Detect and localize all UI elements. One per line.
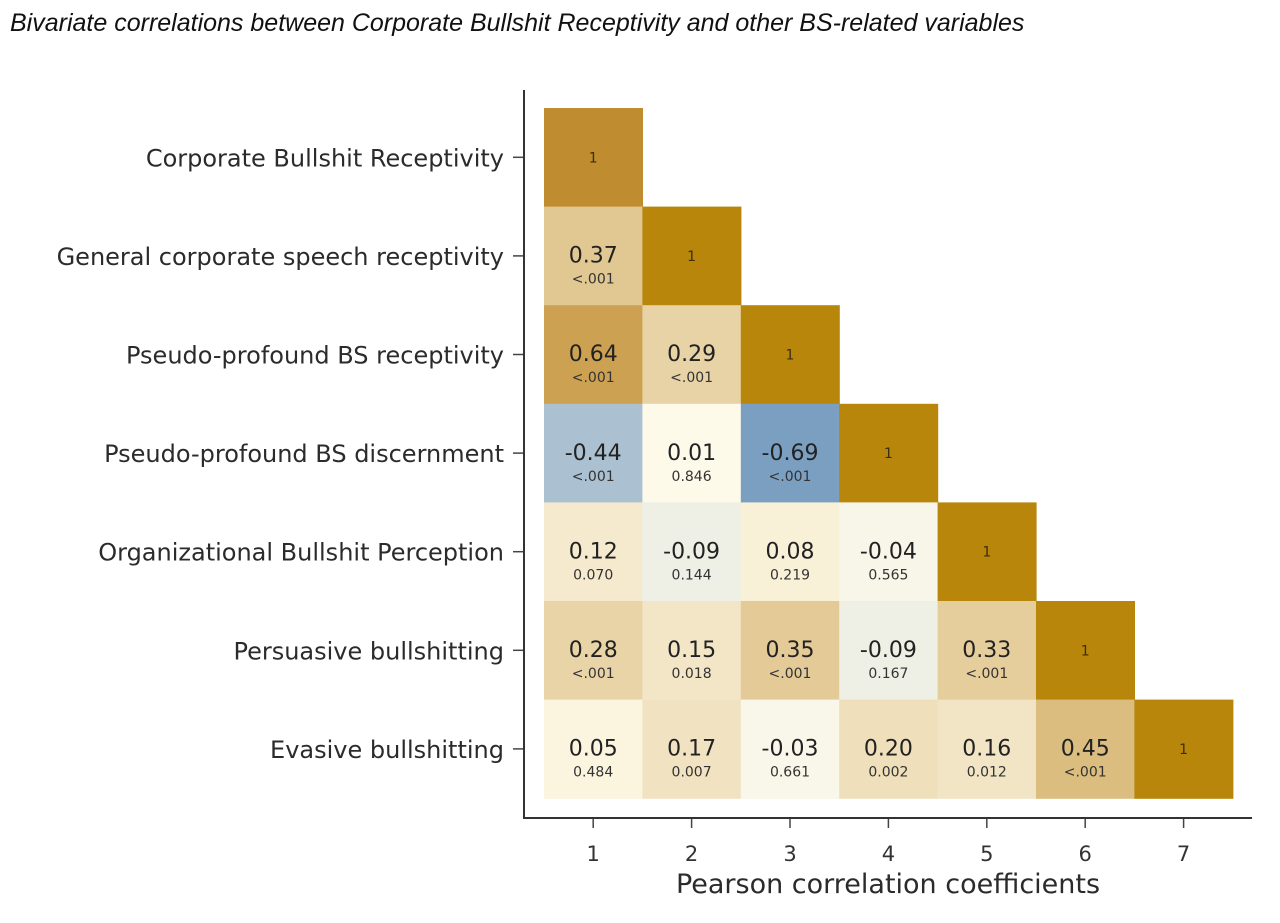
cell-pvalue-label: 0.565 — [868, 567, 908, 583]
heatmap-cell-r7-c1 — [544, 699, 643, 799]
x-axis-label: Pearson correlation coefficients — [676, 869, 1100, 900]
cell-value-label: 0.35 — [766, 638, 815, 663]
cell-pvalue-label: <.001 — [572, 666, 615, 682]
y-tick-label: Pseudo-profound BS discernment — [104, 440, 504, 468]
y-tick-label: General corporate speech receptivity — [57, 243, 504, 271]
heatmap-cell-r2-c2 — [642, 206, 742, 306]
cell-pvalue-label: 0.167 — [868, 666, 908, 682]
x-tick-label: 5 — [980, 842, 993, 866]
cell-value-label: 0.45 — [1061, 737, 1110, 762]
heatmap-cell-r7-c3 — [740, 699, 840, 799]
x-tick-label: 4 — [882, 842, 895, 866]
heatmap-cell-r5-c4 — [839, 502, 939, 602]
cell-value-label: 1 — [1081, 643, 1090, 659]
heatmap-cell-r3-c3 — [740, 305, 840, 405]
heatmap-cell-r4-c3 — [740, 403, 840, 503]
cell-pvalue-label: 0.070 — [573, 567, 613, 583]
heatmap-cell-r6-c4 — [839, 601, 939, 701]
heatmap-cell-r6-c3 — [740, 601, 840, 701]
cell-value-label: 0.64 — [569, 342, 618, 367]
heatmap-cell-r1-c1 — [544, 108, 643, 208]
heatmap-cell-r7-c2 — [642, 699, 742, 799]
cell-pvalue-label: 0.144 — [672, 567, 712, 583]
cell-pvalue-label: <.001 — [670, 370, 713, 386]
heatmap-cell-r5-c3 — [740, 502, 840, 602]
cell-value-label: 0.05 — [569, 737, 618, 762]
cell-value-label: -0.69 — [762, 441, 819, 466]
heatmap-cell-r4-c2 — [642, 403, 742, 503]
cell-value-label: -0.09 — [663, 539, 720, 564]
heatmap-cell-r4-c4 — [839, 403, 939, 503]
cell-value-label: 0.20 — [864, 737, 913, 762]
x-tick-label: 7 — [1177, 842, 1190, 866]
cell-value-label: -0.04 — [860, 539, 917, 564]
cell-pvalue-label: <.001 — [1064, 765, 1107, 781]
x-tick-label: 2 — [685, 842, 698, 866]
heatmap-cell-r6-c2 — [642, 601, 742, 701]
cell-value-label: -0.09 — [860, 638, 917, 663]
cell-value-label: 1 — [884, 446, 893, 462]
cell-pvalue-label: <.001 — [572, 370, 615, 386]
cell-pvalue-label: 0.018 — [672, 666, 712, 682]
heatmap-cell-r5-c5 — [937, 502, 1037, 602]
x-tick-label: 3 — [783, 842, 796, 866]
cell-value-label: 0.12 — [569, 539, 618, 564]
heatmap-cell-r5-c1 — [544, 502, 643, 602]
cell-pvalue-label: 0.002 — [868, 765, 908, 781]
y-tick-label: Corporate Bullshit Receptivity — [146, 144, 504, 172]
cell-value-label: 1 — [1179, 742, 1188, 758]
cell-value-label: 1 — [589, 150, 598, 166]
heatmap-cell-r4-c1 — [544, 403, 643, 503]
heatmap-cell-r6-c1 — [544, 601, 643, 701]
cell-value-label: -0.03 — [762, 737, 819, 762]
heatmap-cell-r7-c7 — [1134, 699, 1234, 799]
cell-value-label: 0.28 — [569, 638, 618, 663]
cell-value-label: 1 — [687, 249, 696, 265]
y-tick-label: Organizational Bullshit Perception — [98, 539, 504, 567]
cell-value-label: 0.29 — [667, 342, 716, 367]
x-tick-label: 6 — [1079, 842, 1092, 866]
cell-pvalue-label: <.001 — [572, 469, 615, 485]
cell-value-label: 0.01 — [667, 441, 716, 466]
cell-value-label: 0.17 — [667, 737, 716, 762]
cell-value-label: 0.37 — [569, 244, 618, 269]
cell-value-label: 1 — [786, 348, 795, 364]
chart-title: Bivariate correlations between Corporate… — [10, 9, 1025, 37]
cell-pvalue-label: <.001 — [769, 666, 812, 682]
cell-value-label: 0.33 — [962, 638, 1011, 663]
cell-pvalue-label: 0.219 — [770, 567, 810, 583]
cell-value-label: -0.44 — [565, 441, 622, 466]
labels-layer: Corporate Bullshit Receptivity General co… — [57, 144, 1191, 866]
cell-pvalue-label: 0.007 — [672, 765, 712, 781]
cell-pvalue-label: 0.846 — [672, 469, 712, 485]
heatmap-cell-r7-c5 — [937, 699, 1037, 799]
y-tick-label: Evasive bullshitting — [270, 736, 504, 764]
cell-value-label: 1 — [982, 545, 991, 561]
cell-value-label: 0.15 — [667, 638, 716, 663]
cell-pvalue-label: 0.012 — [967, 765, 1007, 781]
x-tick-label: 1 — [587, 842, 600, 866]
heatmap-cell-r2-c1 — [544, 206, 643, 306]
cell-value-label: 0.08 — [766, 539, 815, 564]
axes-layer — [523, 90, 1252, 819]
y-tick-label: Pseudo-profound BS receptivity — [126, 342, 504, 370]
cells-layer: 1 0.37 <.001 1 0.64 <.001 0.29 <.001 1 -0.44 <.001… — [544, 108, 1234, 799]
cell-pvalue-label: <.001 — [572, 272, 615, 288]
heatmap-cell-r6-c5 — [937, 601, 1037, 701]
cell-pvalue-label: <.001 — [965, 666, 1008, 682]
heatmap-cell-r3-c2 — [642, 305, 742, 405]
cell-pvalue-label: 0.484 — [573, 765, 613, 781]
heatmap-cell-r5-c2 — [642, 502, 742, 602]
heatmap-cell-r3-c1 — [544, 305, 643, 405]
heatmap-cell-r6-c6 — [1036, 601, 1135, 701]
heatmap-cell-r7-c6 — [1036, 699, 1135, 799]
cell-pvalue-label: <.001 — [769, 469, 812, 485]
cell-value-label: 0.16 — [962, 737, 1011, 762]
heatmap-cell-r7-c4 — [839, 699, 939, 799]
y-tick-label: Persuasive bullshitting — [233, 637, 504, 665]
cell-pvalue-label: 0.661 — [770, 765, 810, 781]
